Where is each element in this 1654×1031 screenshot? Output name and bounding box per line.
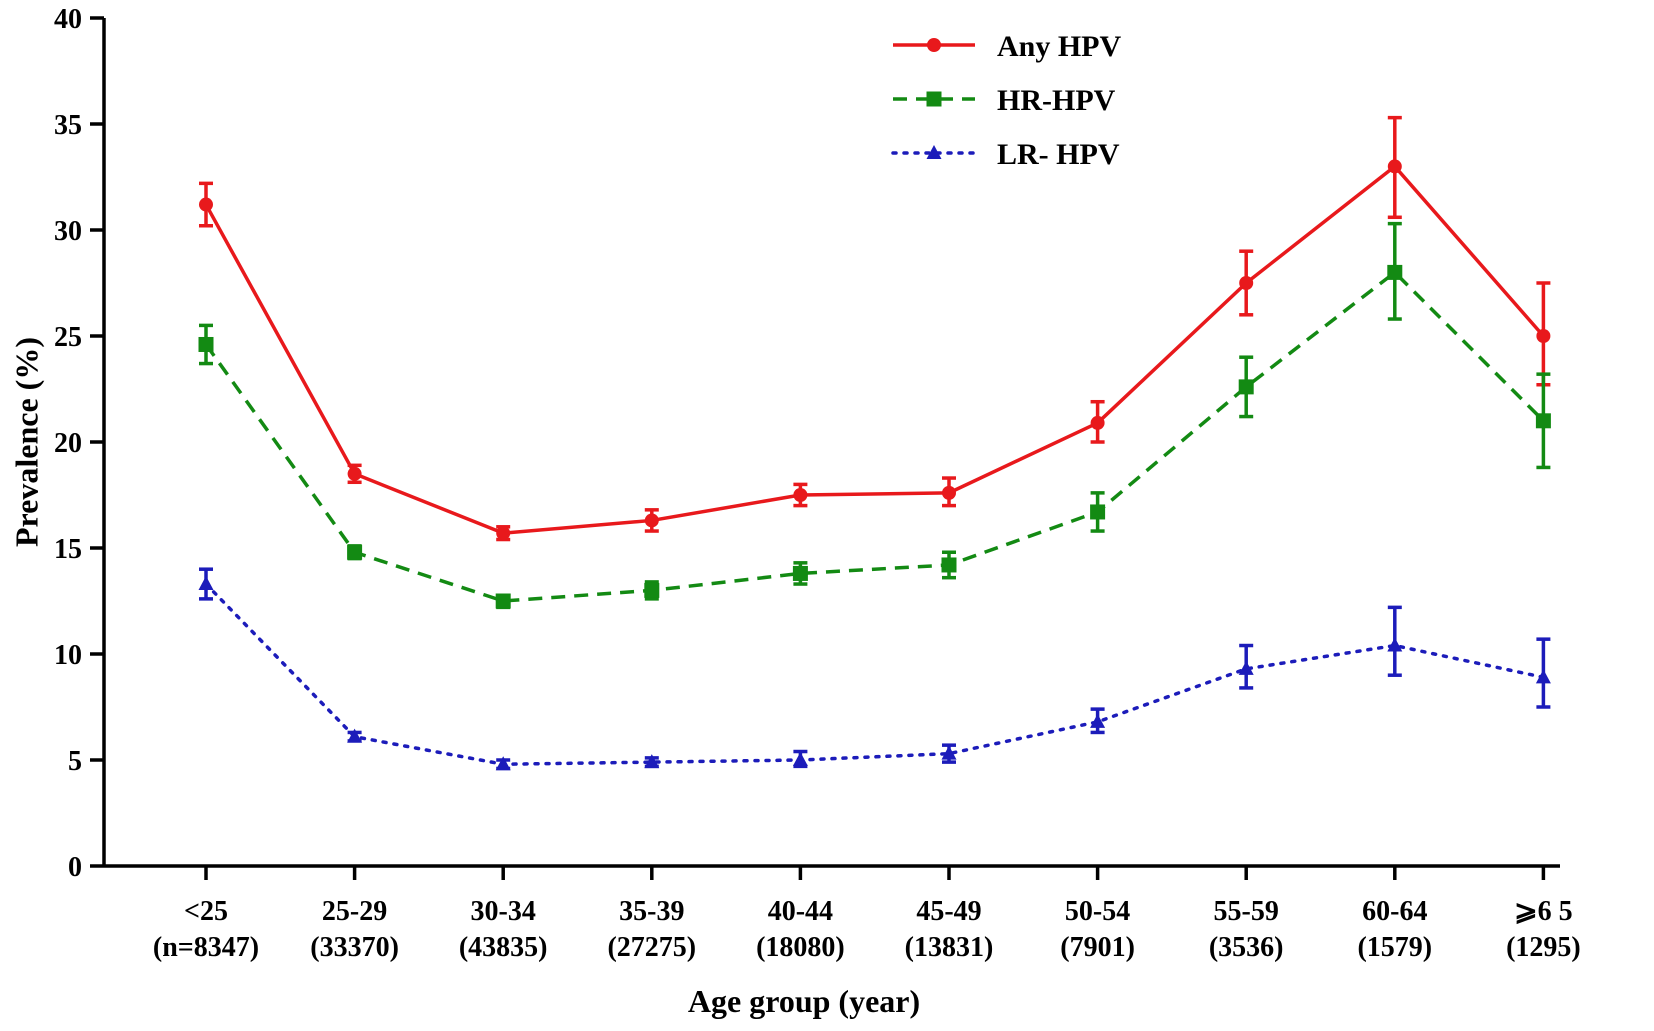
data-point xyxy=(1535,413,1551,429)
data-point xyxy=(1090,504,1106,520)
x-tick-label-group: 30-34 xyxy=(471,896,536,927)
y-tick-label: 40 xyxy=(54,4,82,35)
y-ticks: 0 5 10 15 20 25 30 35 40 xyxy=(54,4,104,883)
data-point xyxy=(792,565,808,581)
series-lr-hpv xyxy=(198,567,1551,771)
y-tick-label: 30 xyxy=(54,216,82,247)
data-point xyxy=(1387,159,1402,174)
data-point xyxy=(1090,713,1106,728)
data-point xyxy=(644,513,659,528)
x-tick-label-group: ⩾6 5 xyxy=(1514,896,1572,927)
y-tick-label: 0 xyxy=(68,852,82,883)
x-ticks: <25 (n=8347) 25-29 (33370) 30-34 (43835) 35-39… xyxy=(153,866,1581,963)
x-tick-label-count: (18080) xyxy=(756,932,845,963)
data-point xyxy=(1090,415,1105,430)
data-point xyxy=(1238,379,1254,395)
data-point xyxy=(1535,669,1551,684)
x-tick-label-group: 50-54 xyxy=(1065,896,1130,927)
data-point xyxy=(1238,660,1254,675)
legend-label: HR-HPV xyxy=(997,84,1116,117)
data-point xyxy=(1239,276,1254,290)
x-tick-label-count: (3536) xyxy=(1209,932,1284,963)
y-tick-label: 5 xyxy=(68,746,82,777)
data-point xyxy=(793,488,808,502)
data-point xyxy=(1387,264,1403,280)
data-point xyxy=(941,745,957,760)
data-point xyxy=(198,336,214,352)
data-point xyxy=(198,576,214,591)
x-tick-label-count: (n=8347) xyxy=(153,932,259,963)
y-tick-label: 20 xyxy=(54,428,82,459)
legend-item: Any HPV xyxy=(893,30,1122,63)
x-tick-label-count: (27275) xyxy=(607,932,696,963)
x-tick-label-count: (43835) xyxy=(459,932,548,963)
x-tick-label-count: (7901) xyxy=(1060,932,1135,963)
x-tick-label-count: (13831) xyxy=(905,932,994,963)
data-point xyxy=(495,593,511,609)
data-point xyxy=(1536,329,1551,343)
data-point xyxy=(941,557,957,573)
data-point xyxy=(942,485,956,500)
y-tick-label: 15 xyxy=(54,534,82,565)
x-tick-label-group: 40-44 xyxy=(768,896,833,927)
data-point xyxy=(347,728,363,743)
legend-marker xyxy=(926,91,942,107)
data-point xyxy=(199,197,213,212)
x-tick-label-count: (1295) xyxy=(1506,932,1581,963)
x-tick-label-group: 55-59 xyxy=(1214,896,1279,927)
legend-marker xyxy=(927,38,941,52)
legend-marker xyxy=(926,145,942,159)
series-layer xyxy=(198,115,1551,771)
x-tick-label-count: (1579) xyxy=(1357,932,1432,963)
data-point xyxy=(347,466,362,481)
legend: Any HPV HR-HPV LR- HPV xyxy=(891,30,1122,171)
series-hr-hpv xyxy=(198,221,1551,610)
data-point xyxy=(644,582,660,598)
data-point xyxy=(1387,637,1403,652)
data-point xyxy=(495,756,511,771)
series-any-hpv xyxy=(199,115,1551,542)
x-tick-label-group: <25 xyxy=(184,896,228,927)
legend-item: HR-HPV xyxy=(893,84,1116,117)
x-axis-title: Age group (year) xyxy=(688,983,920,1019)
y-tick-label: 10 xyxy=(54,640,82,671)
y-tick-label: 25 xyxy=(54,322,82,353)
x-tick-label-count: (33370) xyxy=(310,932,399,963)
x-tick-label-group: 45-49 xyxy=(916,896,981,927)
legend-label: Any HPV xyxy=(997,30,1122,63)
series-line xyxy=(204,270,1545,603)
data-point xyxy=(496,526,511,541)
x-tick-label-group: 60-64 xyxy=(1362,896,1427,927)
legend-label: LR- HPV xyxy=(997,138,1120,171)
axes xyxy=(102,18,1560,868)
data-point xyxy=(644,754,660,769)
legend-item: LR- HPV xyxy=(891,138,1120,171)
data-point xyxy=(347,544,363,560)
x-tick-label-group: 35-39 xyxy=(619,896,684,927)
series-line xyxy=(204,582,1546,766)
data-point xyxy=(792,752,808,766)
y-tick-label: 35 xyxy=(54,110,82,141)
x-tick-label-group: 25-29 xyxy=(322,896,387,927)
y-axis-title: Prevalence (%) xyxy=(8,337,44,547)
series-line xyxy=(204,164,1545,535)
